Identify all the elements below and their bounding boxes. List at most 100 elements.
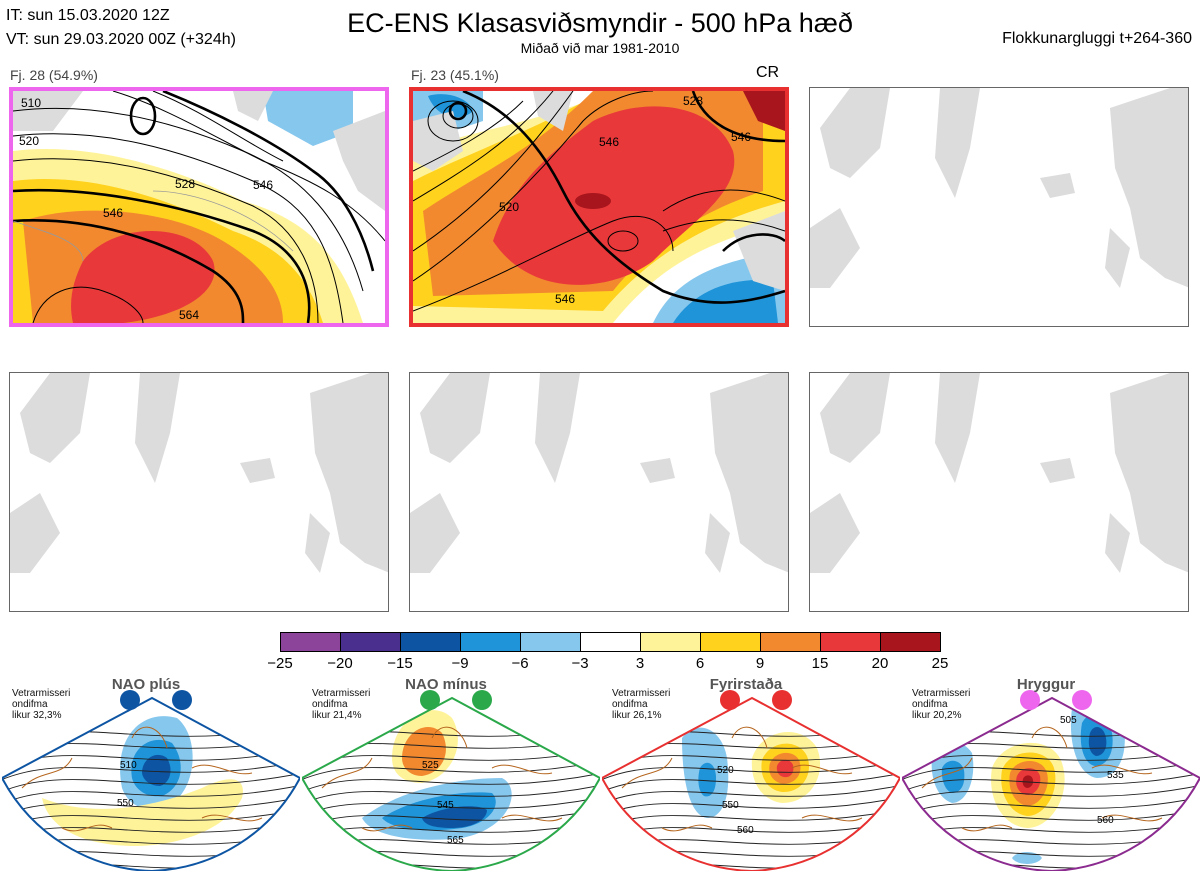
- regime-panel: 520 550 560 Fyrirstaða Vetrarmisseri ondifma l…: [600, 676, 902, 873]
- cluster-2-contour-label: 546: [731, 130, 751, 144]
- cluster-1-contour-label: 528: [175, 177, 195, 191]
- regime-map: 525 545 565: [300, 696, 602, 873]
- regime-title: Hryggur: [1016, 676, 1076, 693]
- page-title: EC-ENS Klasasviðsmyndir - 500 hPa hæð: [347, 8, 853, 38]
- regime-dot-icon: [772, 690, 792, 710]
- regime-stat: Vetrarmisseri ondifma likur 26,1%: [612, 688, 670, 721]
- regime-dot-icon: [472, 690, 492, 710]
- regime-stat-line: likur 26,1%: [612, 710, 662, 721]
- colorbar-tick-label: 20: [871, 655, 889, 672]
- cluster-1-contour-label: 520: [19, 134, 39, 148]
- cluster-1-contour-label: 510: [21, 96, 41, 110]
- colorbar-tick-label: −15: [387, 655, 413, 672]
- classification-window: Flokkunargluggi t+264-360: [1002, 30, 1192, 47]
- cluster-2-tag: CR: [756, 64, 780, 81]
- empty-map-svg: [810, 88, 1188, 288]
- regime-stat-line: ondifma: [312, 699, 348, 710]
- cluster-1-contour-label: 564: [179, 308, 199, 322]
- regime-dot-icon: [1020, 690, 1040, 710]
- colorbar-swatch: [400, 632, 461, 652]
- regime-stat: Vetrarmisseri ondifma likur 20,2%: [912, 688, 970, 721]
- colorbar-swatch: [340, 632, 401, 652]
- colorbar-swatch: [280, 632, 341, 652]
- regime-dot-icon: [720, 690, 740, 710]
- cluster-2-contour-label: 546: [555, 292, 575, 306]
- regime-dot-icon: [1072, 690, 1092, 710]
- cluster-2-svg: 528 546 546 546 520: [413, 91, 785, 323]
- cluster-1-map[interactable]: 510 520 528 546 546 564: [9, 87, 389, 327]
- regime-stat-line: ondifma: [12, 699, 48, 710]
- empty-map-svg: [410, 373, 788, 573]
- regime-stat: Vetrarmisseri ondifma likur 21,4%: [312, 688, 370, 721]
- regime-panel: 525 545 565 NAO mínus Vetrarmisseri ondifma li…: [300, 676, 602, 873]
- regime-stat-line: Vetrarmisseri: [312, 688, 371, 699]
- regime-panel: 510 550 NAO plús Vetrarmisseri ondifma likur …: [0, 676, 302, 873]
- empty-map-panel-5: [409, 372, 789, 612]
- page-subtitle: Miðað við mar 1981-2010: [520, 40, 680, 56]
- regime-title: NAO plús: [111, 676, 181, 693]
- regime-contour-label: 550: [722, 800, 739, 811]
- regime-contour-label: 550: [117, 798, 134, 809]
- regime-title: Fyrirstaða: [709, 676, 783, 693]
- regime-contour-label: 545: [437, 800, 454, 811]
- regime-contour-label: 535: [1107, 770, 1124, 781]
- colorbar-tick-label: 15: [811, 655, 829, 672]
- regime-panel: 505 535 560 Hryggur Vetrarmisseri ondifma liku…: [900, 676, 1200, 873]
- colorbar-swatch: [520, 632, 581, 652]
- regime-contour-label: 560: [737, 825, 754, 836]
- regime-stat-line: likur 20,2%: [912, 710, 962, 721]
- cluster-2-label: Fj. 23 (45.1%): [411, 67, 499, 83]
- colorbar-swatch: [760, 632, 821, 652]
- regime-contour-label: 525: [422, 760, 439, 771]
- valid-time: VT: sun 29.03.2020 00Z (+324h): [6, 31, 236, 48]
- colorbar-swatch: [700, 632, 761, 652]
- cluster-2-contour-label: 546: [599, 135, 619, 149]
- cluster-1-label: Fj. 28 (54.9%): [10, 67, 98, 83]
- colorbar-swatch: [640, 632, 701, 652]
- cluster-1-svg: 510 520 528 546 546 564: [13, 91, 385, 323]
- regime-contour-label: 505: [1060, 715, 1077, 726]
- regime-dot-icon: [120, 690, 140, 710]
- regime-contour-label: 560: [1097, 815, 1114, 826]
- regime-stat-line: likur 32,3%: [12, 710, 62, 721]
- regime-contour-label: 510: [120, 760, 137, 771]
- regime-map: 510 550: [0, 696, 302, 873]
- colorbar-swatch: [820, 632, 881, 652]
- colorbar-tick-label: −3: [571, 655, 589, 672]
- cluster-1-contour-label: 546: [103, 206, 123, 220]
- regime-stat-line: ondifma: [612, 699, 648, 710]
- cluster-2-map[interactable]: 528 546 546 546 520: [409, 87, 789, 327]
- colorbar-tick-label: 6: [695, 655, 705, 672]
- empty-map-panel-4: [9, 372, 389, 612]
- colorbar-tick-label: −20: [327, 655, 353, 672]
- regime-map: 505 535 560: [900, 696, 1200, 873]
- colorbar-swatch: [880, 632, 941, 652]
- colorbar: [280, 632, 941, 652]
- colorbar-tick-label: 25: [931, 655, 949, 672]
- regime-contour-label: 565: [447, 835, 464, 846]
- empty-map-panel-3: [809, 87, 1189, 327]
- regime-stat-line: likur 21,4%: [312, 710, 362, 721]
- colorbar-tick-label: 3: [635, 655, 645, 672]
- colorbar-swatch: [460, 632, 521, 652]
- regime-stat-line: Vetrarmisseri: [612, 688, 671, 699]
- initial-time: IT: sun 15.03.2020 12Z: [6, 7, 170, 24]
- regime-map: 520 550 560: [600, 696, 902, 873]
- cluster-2-contour-label: 520: [499, 200, 519, 214]
- colorbar-tick-label: 9: [755, 655, 765, 672]
- colorbar-tick-label: −6: [511, 655, 529, 672]
- colorbar-swatch: [580, 632, 641, 652]
- regime-dot-icon: [420, 690, 440, 710]
- empty-map-panel-6: [809, 372, 1189, 612]
- empty-map-svg: [10, 373, 388, 573]
- regime-contour-label: 520: [717, 765, 734, 776]
- cluster-2-contour-label: 528: [683, 94, 703, 108]
- regime-stat: Vetrarmisseri ondifma likur 32,3%: [12, 688, 70, 721]
- cluster-1-contour-label: 546: [253, 178, 273, 192]
- colorbar-tick-label: −9: [451, 655, 469, 672]
- regime-stat-line: Vetrarmisseri: [912, 688, 971, 699]
- regime-stat-line: Vetrarmisseri: [12, 688, 71, 699]
- regime-dot-icon: [172, 690, 192, 710]
- regime-stat-line: ondifma: [912, 699, 948, 710]
- empty-map-svg: [810, 373, 1188, 573]
